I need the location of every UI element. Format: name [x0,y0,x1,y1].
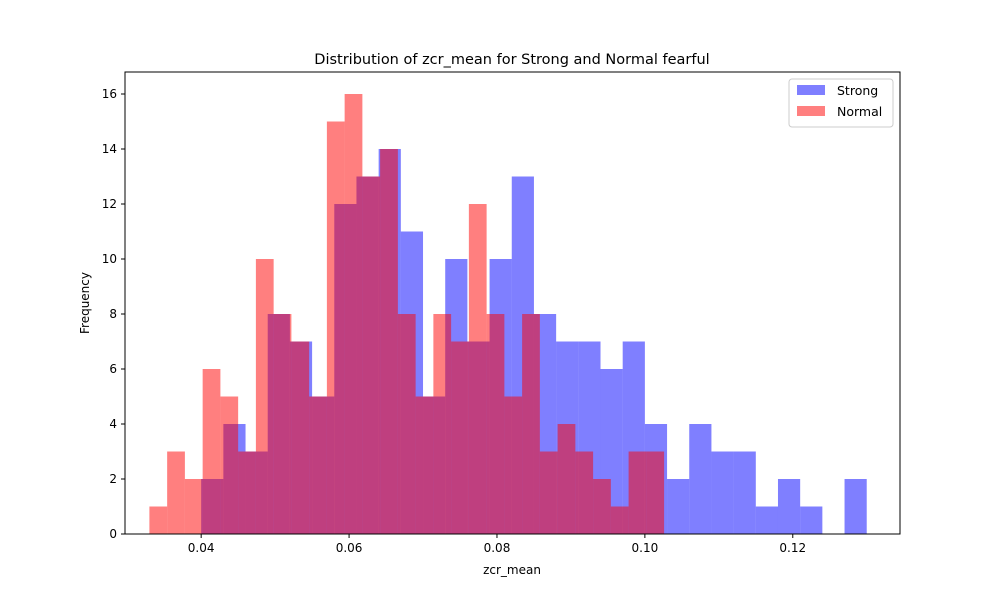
histogram-bar-normal [202,369,221,534]
histogram-bar-normal [575,451,594,534]
y-tick-label: 12 [102,197,117,211]
histogram-bar-strong [800,506,823,534]
y-tick-label: 14 [102,142,117,156]
x-axis-label: zcr_mean [483,563,541,577]
histogram-bar-normal [220,396,239,534]
chart-title: Distribution of zcr_mean for Strong and … [314,52,709,68]
x-tick-label: 0.04 [188,541,215,555]
histogram-bar-normal [149,506,168,534]
y-tick-label: 2 [109,472,117,486]
y-tick-label: 6 [109,362,117,376]
histogram-bar-normal [273,314,292,534]
histogram-bar-normal [504,396,523,534]
x-tick-label: 0.08 [484,541,511,555]
histogram-bar-strong [689,424,712,534]
histogram-bar-normal [184,479,203,534]
y-tick-label: 16 [102,87,117,101]
y-tick-label: 10 [102,252,117,266]
histogram-bar-normal [433,314,452,534]
plot-frame [124,71,901,535]
legend: Strong Normal [788,78,894,128]
histogram-bar-normal [610,506,629,534]
x-tick-label: 0.06 [336,541,363,555]
histogram-bar-normal [167,451,185,534]
histogram-bar-normal [362,176,381,534]
histogram-bar-normal [344,94,363,534]
y-tick-label: 0 [109,527,117,541]
histogram-bar-normal [522,314,540,534]
x-tick-label: 0.10 [632,541,659,555]
histogram-bar-normal [593,479,611,534]
y-tick-label: 8 [109,307,117,321]
histogram-bar-normal [415,396,434,534]
legend-label-normal: Normal [837,104,882,119]
histogram-bar-strong [777,479,801,534]
legend-swatch-normal [797,106,825,116]
y-axis-label: Frequency [78,272,92,334]
histogram-bar-strong [711,451,734,534]
histogram-bar-strong [755,506,778,534]
histogram-bar-strong [667,479,690,534]
histogram-bar-normal [291,341,310,534]
histogram-bar-normal [380,149,398,534]
y-tick-label: 4 [109,417,117,431]
histogram-bar-normal [468,204,487,534]
legend-label-strong: Strong [837,83,878,98]
histogram-bar-normal [309,396,327,534]
histogram-bar-normal [539,451,558,534]
histogram-bar-normal [326,121,345,534]
histogram-bar-strong [733,451,756,534]
histogram-bar-normal [628,451,647,534]
histogram-bar-strong [844,479,867,534]
histogram-bar-normal [486,314,505,534]
bars-layer [149,94,867,534]
histogram-bar-normal [557,424,576,534]
y-axis-ticks: 0 2 4 6 8 10 12 14 16 [102,87,125,541]
x-tick-label: 0.12 [779,541,806,555]
histogram-bar-normal [451,341,469,534]
x-axis-ticks: 0.04 0.06 0.08 0.10 0.12 [188,534,806,555]
histogram-bar-normal [238,451,256,534]
legend-swatch-strong [797,85,825,95]
histogram-bar-normal [646,451,665,534]
histogram-bar-normal [255,259,274,534]
histogram-bar-normal [397,314,416,534]
